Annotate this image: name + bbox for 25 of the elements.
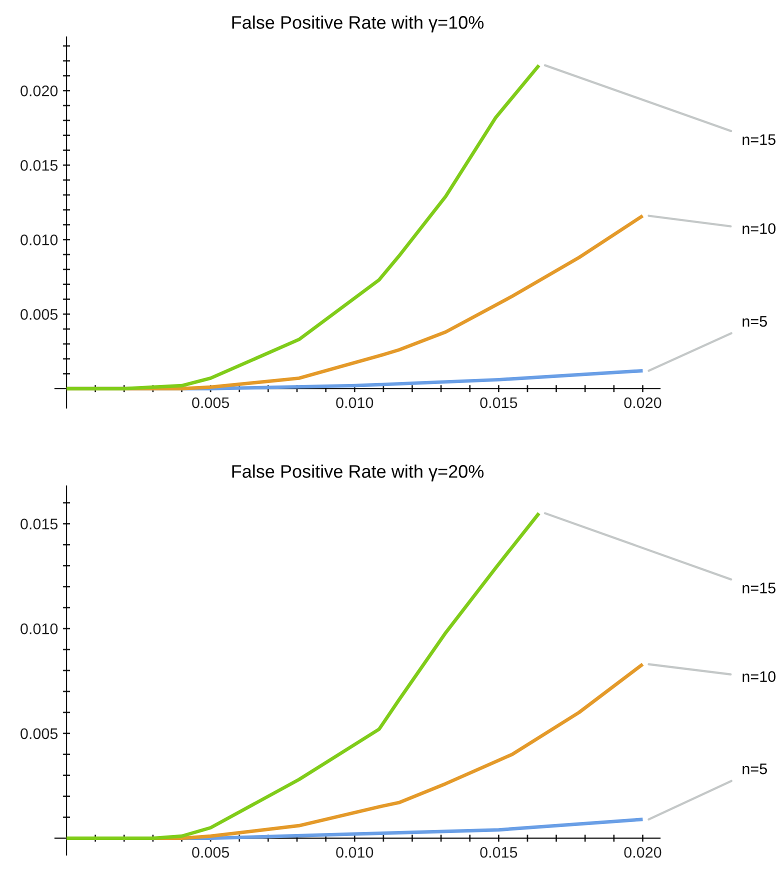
x-tick-label: 0.005 [192, 846, 230, 858]
line-series [64, 512, 541, 840]
x-tick-label: 0.010 [336, 397, 374, 408]
y-tick-label: 0.020 [20, 86, 58, 96]
text: n=10 [742, 671, 776, 682]
y-tick-label: 0.010 [20, 623, 58, 634]
x-tick-label: 0.020 [624, 846, 662, 858]
y-tick-label: 0.005 [20, 728, 58, 740]
x-tick-label: 0.005 [192, 397, 230, 408]
y-tick-label: 0.010 [20, 234, 58, 246]
x-tick-label: 0.010 [336, 846, 374, 858]
y-tick-label: 0.015 [20, 518, 58, 530]
text: n=15 [742, 582, 776, 594]
text: n=5 [742, 764, 767, 774]
x-tick-label: 0.015 [480, 846, 518, 858]
chart-title: False Positive Rate with γ=10% [232, 16, 484, 32]
text: n=5 [742, 316, 767, 327]
text: n=10 [742, 223, 776, 234]
line-series [64, 64, 541, 390]
chart-title: False Positive Rate with γ=20% [232, 464, 484, 482]
y-tick-label: 0.005 [20, 309, 58, 320]
x-tick-label: 0.015 [480, 397, 518, 408]
y-tick-label: 0.015 [20, 160, 58, 171]
x-tick-label: 0.020 [624, 397, 662, 408]
text: n=15 [742, 134, 776, 145]
